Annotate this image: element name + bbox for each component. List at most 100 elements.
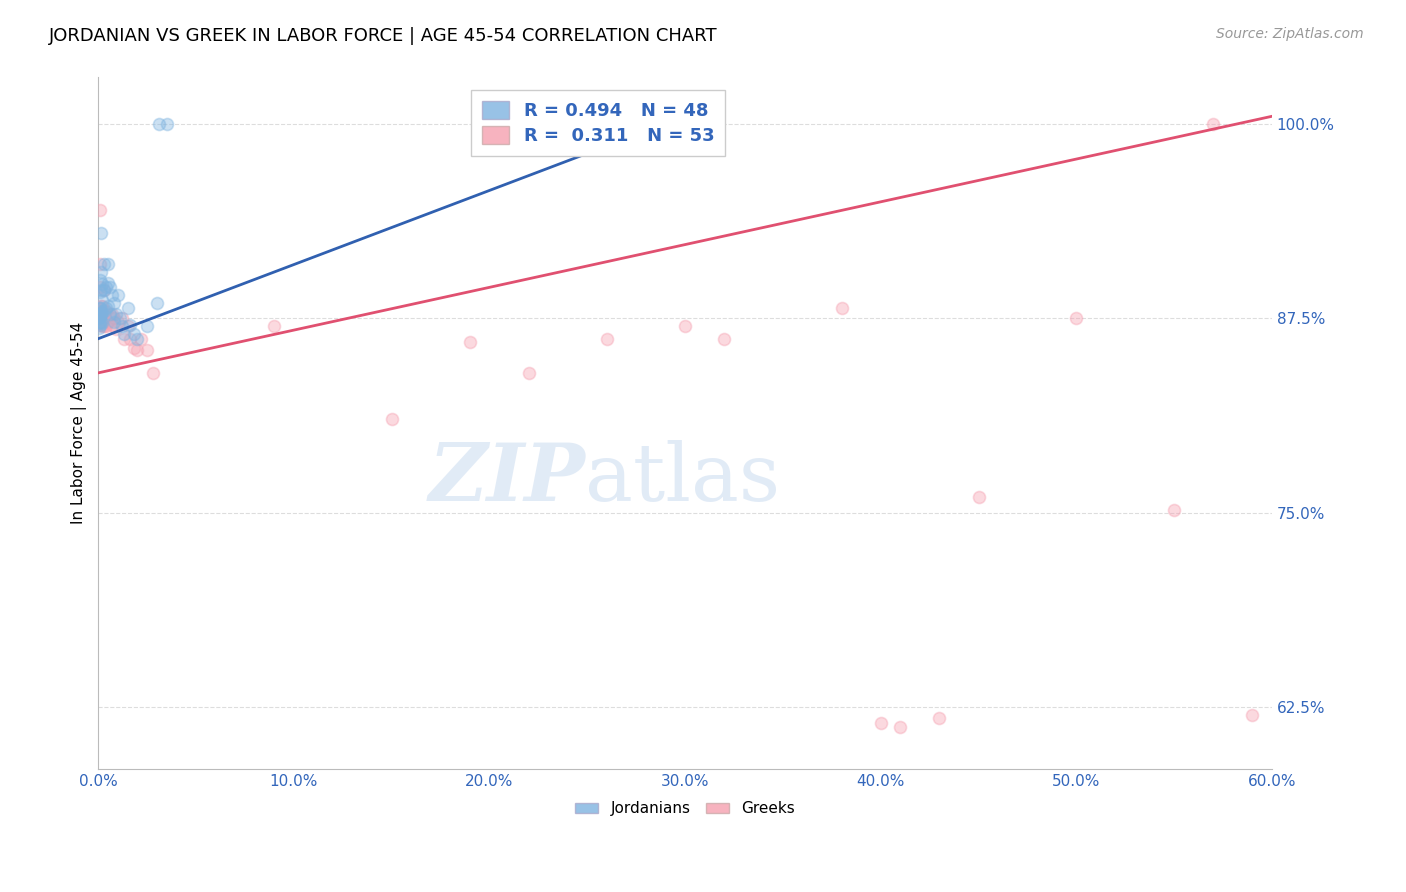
Text: JORDANIAN VS GREEK IN LABOR FORCE | AGE 45-54 CORRELATION CHART: JORDANIAN VS GREEK IN LABOR FORCE | AGE …: [49, 27, 718, 45]
Point: [89, 314, 111, 328]
Point: [967, 490, 990, 504]
Point: [1202, 117, 1225, 131]
Point: [111, 311, 134, 326]
Point: [136, 319, 159, 334]
Point: [831, 301, 853, 315]
Point: [146, 296, 169, 310]
Point: [107, 314, 129, 328]
Point: [89, 314, 111, 328]
Point: [96, 303, 118, 318]
Point: [93, 319, 115, 334]
Point: [142, 366, 165, 380]
Point: [713, 332, 735, 346]
Point: [93, 284, 115, 298]
Point: [90, 284, 112, 298]
Y-axis label: In Labor Force | Age 45-54: In Labor Force | Age 45-54: [72, 322, 87, 524]
Point: [91, 308, 114, 322]
Point: [1066, 311, 1088, 326]
Point: [89, 310, 111, 324]
Point: [89, 301, 111, 315]
Point: [112, 326, 135, 341]
Point: [148, 117, 170, 131]
Point: [90, 265, 112, 279]
Point: [118, 332, 141, 346]
Point: [108, 311, 131, 326]
Point: [89, 202, 111, 217]
Point: [89, 285, 111, 299]
Legend: Jordanians, Greeks: Jordanians, Greeks: [568, 794, 803, 824]
Point: [263, 319, 285, 334]
Point: [889, 720, 911, 734]
Point: [104, 322, 127, 336]
Point: [89, 305, 111, 319]
Point: [89, 308, 111, 322]
Point: [97, 314, 120, 328]
Point: [93, 307, 115, 321]
Point: [93, 303, 115, 318]
Point: [101, 307, 124, 321]
Text: ZIP: ZIP: [429, 440, 585, 517]
Point: [1241, 707, 1264, 722]
Point: [104, 307, 127, 321]
Point: [127, 332, 149, 346]
Point: [91, 316, 114, 330]
Point: [101, 318, 124, 332]
Point: [89, 316, 111, 330]
Point: [89, 257, 111, 271]
Point: [103, 314, 125, 328]
Point: [90, 308, 112, 322]
Point: [90, 307, 112, 321]
Point: [458, 334, 481, 349]
Point: [89, 316, 111, 330]
Point: [90, 226, 112, 240]
Point: [103, 296, 125, 310]
Point: [97, 299, 120, 313]
Point: [89, 301, 111, 315]
Point: [111, 319, 134, 334]
Point: [127, 343, 149, 357]
Point: [596, 332, 619, 346]
Point: [89, 301, 111, 315]
Point: [89, 318, 111, 332]
Point: [96, 301, 118, 315]
Point: [112, 332, 135, 346]
Point: [93, 284, 115, 298]
Point: [89, 311, 111, 326]
Point: [90, 299, 112, 313]
Point: [98, 308, 121, 322]
Point: [122, 326, 145, 341]
Point: [91, 293, 114, 307]
Point: [89, 310, 111, 324]
Point: [90, 305, 112, 319]
Point: [869, 715, 891, 730]
Point: [117, 319, 139, 334]
Point: [89, 272, 111, 286]
Point: [89, 301, 111, 315]
Point: [89, 320, 111, 334]
Point: [97, 276, 120, 290]
Point: [131, 332, 153, 346]
Point: [96, 319, 118, 334]
Point: [91, 299, 114, 313]
Point: [107, 288, 129, 302]
Point: [117, 301, 139, 315]
Point: [97, 257, 120, 271]
Point: [91, 277, 114, 292]
Point: [101, 288, 124, 302]
Point: [156, 117, 179, 131]
Text: Source: ZipAtlas.com: Source: ZipAtlas.com: [1216, 27, 1364, 41]
Point: [136, 343, 159, 357]
Point: [103, 311, 125, 326]
Point: [928, 711, 950, 725]
Point: [381, 412, 404, 426]
Point: [90, 314, 112, 328]
Point: [90, 318, 112, 332]
Text: atlas: atlas: [585, 440, 780, 517]
Point: [89, 280, 111, 294]
Point: [1163, 502, 1185, 516]
Point: [673, 319, 696, 334]
Point: [89, 308, 111, 322]
Point: [122, 341, 145, 355]
Point: [91, 305, 114, 319]
Point: [91, 319, 114, 334]
